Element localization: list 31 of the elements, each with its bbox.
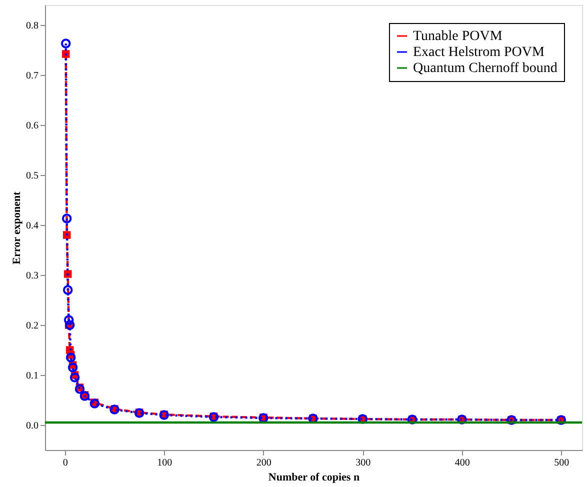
point (60, 38, 71, 48)
y-tick-label: 0.3 (26, 270, 38, 282)
y-tick-label: 0.7 (26, 70, 38, 82)
x-tick-label: 100 (157, 458, 172, 468)
y-tick-label: 0.2 (26, 320, 38, 332)
point (64, 315, 74, 325)
point (66, 352, 76, 362)
x-tick-label: 500 (554, 458, 570, 468)
point (74, 384, 85, 394)
y-tick-label: 0.4 (26, 220, 38, 232)
point (62, 231, 71, 239)
point (70, 372, 80, 382)
y-tick-label: 0.8 (26, 20, 38, 32)
x-tick-label: 0 (62, 458, 68, 468)
legend-label: Exact Helstrom POVM (413, 45, 545, 60)
point (68, 362, 78, 372)
y-tick-label: 0.1 (26, 370, 38, 382)
legend-label: Tunable POVM (413, 29, 503, 44)
x-tick-label: 200 (256, 458, 272, 468)
y-tick-label: 0.5 (26, 170, 38, 182)
point (62, 285, 73, 295)
y-tick-label: 0.6 (26, 120, 38, 132)
legend-label: Quantum Chernoff bound (413, 61, 558, 76)
x-tick-label: 400 (454, 458, 470, 468)
x-axis-title: Number of copies n (268, 472, 360, 484)
point (62, 50, 70, 58)
x-tick-label: 300 (356, 458, 371, 468)
y-tick-label: 0.0 (26, 420, 38, 432)
point (62, 214, 72, 224)
y-axis-title: Error exponent (11, 191, 23, 264)
point (64, 270, 72, 278)
